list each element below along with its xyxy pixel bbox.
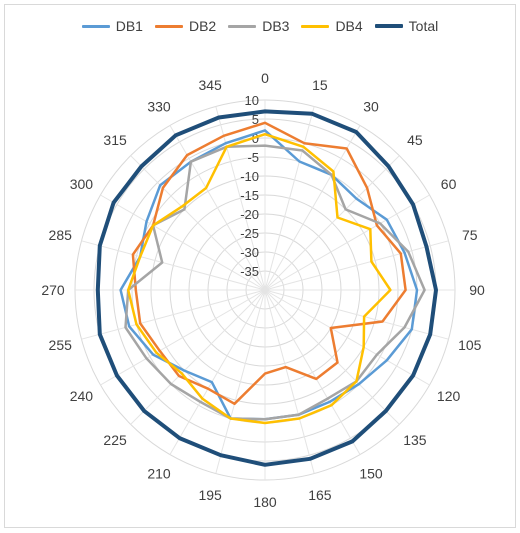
legend-item-db4: DB4 bbox=[301, 18, 363, 34]
angle-label: 30 bbox=[363, 98, 379, 114]
spoke-line bbox=[264, 289, 361, 455]
spoke-line bbox=[169, 289, 266, 455]
angle-label: 240 bbox=[70, 388, 94, 404]
angle-label: 45 bbox=[407, 132, 423, 148]
spoke-line bbox=[264, 155, 400, 291]
legend-swatch-db4 bbox=[301, 24, 330, 28]
radial-tick-label: 10 bbox=[245, 93, 259, 108]
angle-label: 135 bbox=[403, 432, 427, 448]
legend-label-db3: DB3 bbox=[262, 18, 290, 34]
series-line-db4 bbox=[126, 132, 392, 425]
angle-label: 15 bbox=[312, 77, 328, 93]
spoke-line bbox=[264, 289, 449, 340]
angle-labels: 0 153045607590105120135150165180195210225… bbox=[41, 70, 485, 510]
angle-label: 120 bbox=[437, 388, 461, 404]
radial-tick-label: 5 bbox=[252, 112, 259, 127]
spoke-line bbox=[264, 289, 315, 474]
spoke-line bbox=[100, 289, 266, 386]
legend-item-total: Total bbox=[374, 18, 439, 34]
radial-tick-label: -25 bbox=[240, 226, 259, 241]
angle-label: 285 bbox=[49, 227, 73, 243]
angle-label: 165 bbox=[308, 487, 332, 503]
radial-tick-label: -30 bbox=[240, 245, 259, 260]
spoke-line bbox=[264, 289, 400, 425]
legend: DB1 DB2 DB3 DB4 Total bbox=[0, 18, 520, 34]
legend-swatch-db2 bbox=[154, 24, 183, 28]
radial-tick-label: -20 bbox=[240, 207, 259, 222]
radar-spokes bbox=[75, 100, 455, 480]
spoke-line bbox=[100, 194, 266, 291]
spoke-line bbox=[130, 289, 266, 425]
spoke-line bbox=[215, 289, 266, 474]
spoke-line bbox=[130, 155, 266, 291]
angle-label: 105 bbox=[458, 337, 482, 353]
legend-label-db1: DB1 bbox=[115, 18, 143, 34]
legend-label-db2: DB2 bbox=[188, 18, 217, 34]
spoke-line bbox=[169, 125, 266, 291]
angle-label: 345 bbox=[198, 77, 222, 93]
spoke-line bbox=[264, 106, 315, 291]
legend-swatch-total bbox=[374, 24, 403, 28]
angle-label: 180 bbox=[253, 494, 277, 510]
radial-tick-label: -10 bbox=[240, 169, 259, 184]
legend-label-total: Total bbox=[408, 18, 439, 34]
legend-item-db2: DB2 bbox=[154, 18, 217, 34]
angle-label: 255 bbox=[49, 337, 73, 353]
spoke-line bbox=[81, 240, 266, 291]
angle-label: 270 bbox=[41, 282, 65, 298]
angle-label: 330 bbox=[147, 98, 171, 114]
spoke-line bbox=[264, 289, 430, 386]
legend-swatch-db3 bbox=[228, 24, 257, 28]
legend-label-db4: DB4 bbox=[335, 18, 363, 34]
angle-label: 60 bbox=[441, 176, 457, 192]
radial-tick-label: -35 bbox=[240, 264, 259, 279]
spoke-line bbox=[215, 106, 266, 291]
spoke-line bbox=[81, 289, 266, 340]
legend-item-db3: DB3 bbox=[228, 18, 289, 34]
series-line-total bbox=[95, 109, 438, 467]
radial-tick-label: -5 bbox=[247, 150, 259, 165]
angle-label: 300 bbox=[70, 176, 94, 192]
radial-tick-label: -15 bbox=[240, 188, 259, 203]
angle-label: 195 bbox=[198, 487, 222, 503]
angle-label: 75 bbox=[462, 227, 478, 243]
legend-item-db1: DB1 bbox=[81, 18, 143, 34]
legend-swatch-db1 bbox=[81, 24, 110, 28]
spoke-line bbox=[264, 125, 361, 291]
series-lines bbox=[95, 109, 438, 467]
angle-label: 90 bbox=[469, 282, 485, 298]
spoke-line bbox=[264, 240, 449, 291]
angle-label: 150 bbox=[359, 466, 383, 482]
angle-label: 210 bbox=[147, 466, 171, 482]
angle-label: 0 bbox=[261, 70, 269, 86]
angle-label: 225 bbox=[103, 432, 127, 448]
angle-label: 315 bbox=[103, 132, 127, 148]
spoke-line bbox=[264, 194, 430, 291]
